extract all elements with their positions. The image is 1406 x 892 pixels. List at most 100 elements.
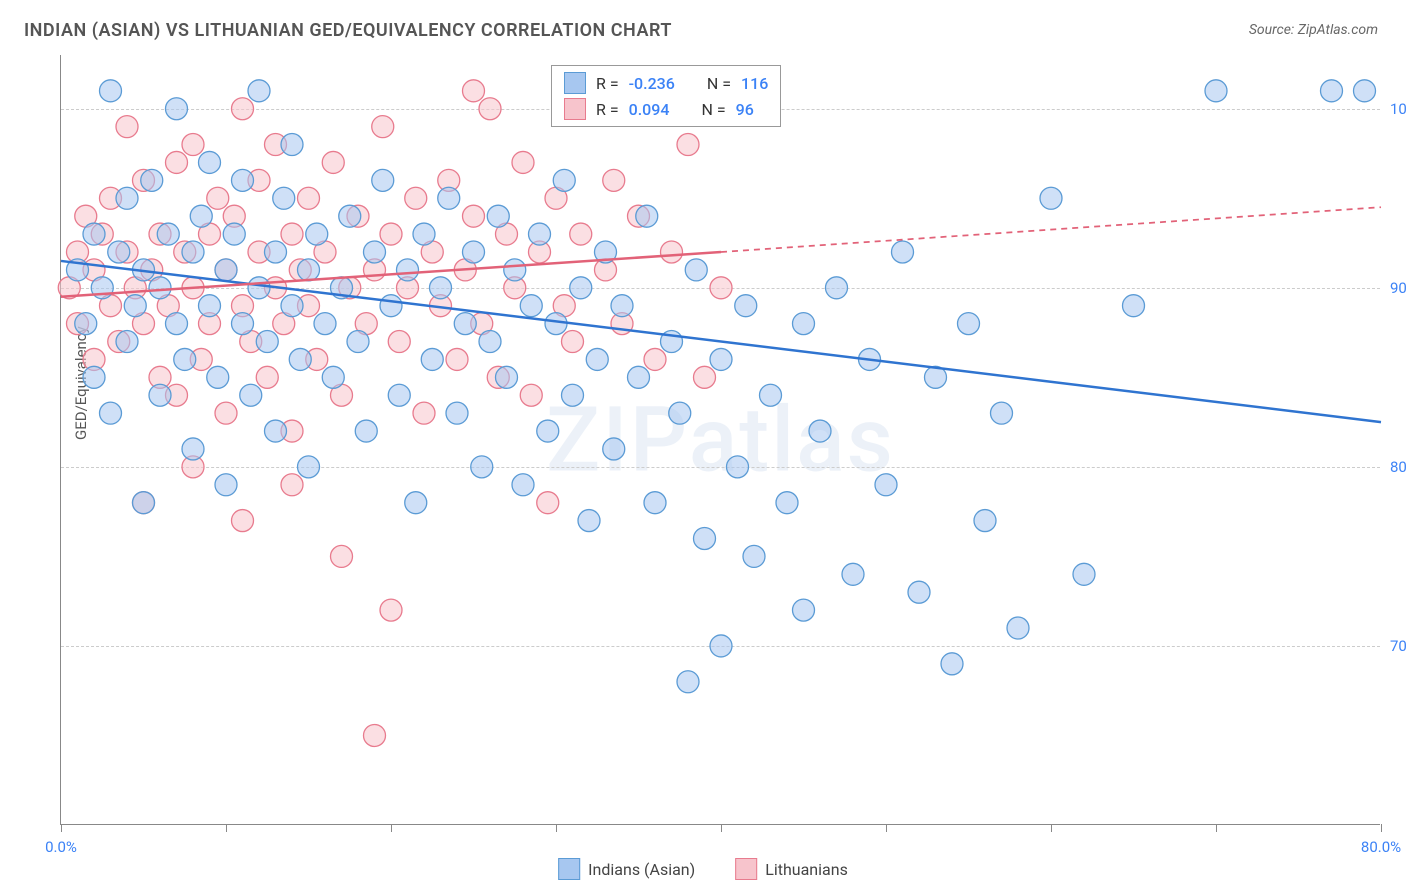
r-label: R = bbox=[596, 74, 619, 93]
point-series-b bbox=[661, 241, 683, 263]
point-series-a bbox=[735, 295, 757, 317]
point-series-a bbox=[487, 205, 509, 227]
point-series-a bbox=[182, 438, 204, 460]
point-series-a bbox=[232, 313, 254, 335]
point-series-b bbox=[372, 116, 394, 138]
point-series-a bbox=[83, 366, 105, 388]
series-legend: Indians (Asian) Lithuanians bbox=[558, 858, 848, 880]
point-series-b bbox=[281, 223, 303, 245]
point-series-a bbox=[644, 492, 666, 514]
chart-title: INDIAN (ASIAN) VS LITHUANIAN GED/EQUIVAL… bbox=[24, 20, 672, 41]
point-series-a bbox=[636, 205, 658, 227]
point-series-a bbox=[75, 313, 97, 335]
series-b-name: Lithuanians bbox=[765, 860, 848, 879]
point-series-b bbox=[166, 151, 188, 173]
y-tick-label: 90.0% bbox=[1390, 279, 1406, 297]
x-tick bbox=[1051, 824, 1052, 832]
point-series-a bbox=[166, 98, 188, 120]
point-series-b bbox=[405, 187, 427, 209]
point-series-b bbox=[322, 151, 344, 173]
point-series-a bbox=[388, 384, 410, 406]
point-series-a bbox=[570, 277, 592, 299]
point-series-a bbox=[298, 456, 320, 478]
point-series-a bbox=[100, 402, 122, 424]
point-series-a bbox=[248, 277, 270, 299]
point-series-a bbox=[743, 545, 765, 567]
point-series-a bbox=[1073, 563, 1095, 585]
point-series-b bbox=[232, 98, 254, 120]
point-series-b bbox=[380, 223, 402, 245]
point-series-a bbox=[339, 205, 361, 227]
point-series-a bbox=[421, 348, 443, 370]
point-series-a bbox=[397, 259, 419, 281]
point-series-a bbox=[405, 492, 427, 514]
point-series-b bbox=[116, 116, 138, 138]
y-tick-label: 70.0% bbox=[1390, 637, 1406, 655]
point-series-b bbox=[446, 348, 468, 370]
point-series-a bbox=[1040, 187, 1062, 209]
point-series-a bbox=[124, 295, 146, 317]
x-tick bbox=[721, 824, 722, 832]
point-series-a bbox=[298, 259, 320, 281]
point-series-a bbox=[240, 384, 262, 406]
point-series-b bbox=[463, 80, 485, 102]
point-series-a bbox=[1205, 80, 1227, 102]
point-series-b bbox=[331, 545, 353, 567]
point-series-a bbox=[603, 438, 625, 460]
n-label: N = bbox=[707, 74, 731, 93]
point-series-a bbox=[471, 456, 493, 478]
point-series-a bbox=[446, 402, 468, 424]
point-series-a bbox=[116, 331, 138, 353]
point-series-a bbox=[454, 313, 476, 335]
legend-item-a: Indians (Asian) bbox=[558, 858, 695, 880]
point-series-a bbox=[669, 402, 691, 424]
n-label: N = bbox=[701, 100, 725, 119]
point-series-a bbox=[875, 474, 897, 496]
point-series-a bbox=[182, 241, 204, 263]
point-series-a bbox=[116, 187, 138, 209]
x-tick bbox=[61, 824, 62, 832]
n-value-b: 96 bbox=[736, 100, 754, 119]
point-series-b bbox=[644, 348, 666, 370]
point-series-a bbox=[265, 241, 287, 263]
point-series-a bbox=[694, 527, 716, 549]
point-series-a bbox=[809, 420, 831, 442]
point-series-a bbox=[974, 510, 996, 532]
point-series-a bbox=[273, 187, 295, 209]
point-series-a bbox=[322, 366, 344, 388]
point-series-b bbox=[520, 384, 542, 406]
plot-area: GED/Equivalency ZIPatlas 70.0%80.0%90.0%… bbox=[60, 55, 1380, 825]
point-series-b bbox=[463, 205, 485, 227]
point-series-a bbox=[207, 366, 229, 388]
point-series-a bbox=[1354, 80, 1376, 102]
point-series-b bbox=[388, 331, 410, 353]
r-value-b: 0.094 bbox=[629, 100, 670, 119]
point-series-b bbox=[281, 474, 303, 496]
point-series-a bbox=[677, 671, 699, 693]
swatch-series-b bbox=[564, 98, 586, 120]
r-label: R = bbox=[596, 100, 619, 119]
point-series-a bbox=[578, 510, 600, 532]
point-series-a bbox=[306, 223, 328, 245]
regression-line-b-dashed bbox=[721, 207, 1381, 252]
point-series-a bbox=[141, 169, 163, 191]
point-series-b bbox=[207, 187, 229, 209]
point-series-a bbox=[149, 277, 171, 299]
point-series-a bbox=[372, 169, 394, 191]
point-series-a bbox=[149, 384, 171, 406]
point-series-a bbox=[941, 653, 963, 675]
x-tick bbox=[391, 824, 392, 832]
point-series-a bbox=[727, 456, 749, 478]
point-series-b bbox=[562, 331, 584, 353]
point-series-b bbox=[182, 134, 204, 156]
point-series-a bbox=[232, 169, 254, 191]
correlation-legend: R = -0.236 N = 116 R = 0.094 N = 96 bbox=[551, 65, 781, 127]
point-series-a bbox=[1123, 295, 1145, 317]
point-series-a bbox=[685, 259, 707, 281]
point-series-b bbox=[694, 366, 716, 388]
point-series-a bbox=[223, 223, 245, 245]
x-tick bbox=[886, 824, 887, 832]
point-series-a bbox=[380, 295, 402, 317]
point-series-a bbox=[364, 241, 386, 263]
point-series-a bbox=[479, 331, 501, 353]
